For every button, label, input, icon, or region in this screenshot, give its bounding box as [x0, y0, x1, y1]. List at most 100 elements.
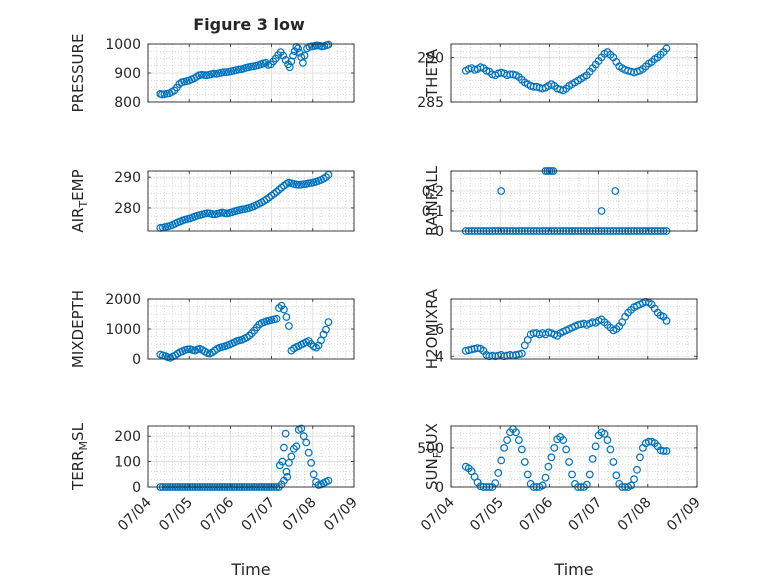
data-point: [299, 432, 308, 441]
y-axis-label: PRESSURE: [69, 34, 87, 113]
data-point: [562, 445, 571, 454]
data-point: [287, 346, 296, 355]
data-point: [603, 436, 612, 444]
data-point: [324, 40, 333, 49]
data-point: [275, 461, 284, 470]
data-point: [588, 454, 597, 463]
data-point: [576, 320, 585, 329]
data-point: [277, 301, 286, 310]
data-point: [514, 350, 523, 359]
y-tick-label: 0.2: [422, 184, 444, 200]
data-point: [279, 51, 288, 60]
data-point: [307, 340, 316, 348]
data-point: [324, 476, 333, 485]
data-point: [485, 352, 494, 361]
y-tick-label: 100: [114, 455, 141, 471]
data-point: [550, 443, 559, 452]
data-point: [659, 447, 668, 455]
data-point: [282, 313, 291, 321]
y-tick-label: 0: [132, 352, 141, 368]
axes-box: [147, 425, 355, 488]
data-point: [633, 465, 641, 474]
data-point: [500, 443, 509, 452]
y-tick-label: 0.1: [422, 204, 444, 220]
y-tick-label: 900: [114, 66, 141, 82]
data-point: [277, 480, 286, 489]
data-point: [630, 475, 638, 484]
data-point: [541, 473, 550, 482]
data-point: [662, 316, 671, 325]
y-tick-label: 4: [435, 349, 444, 365]
y-tick-label: 280: [114, 201, 141, 217]
data-point: [245, 331, 254, 340]
x-axis-label: Time: [230, 560, 270, 579]
data-point: [582, 480, 591, 489]
y-tick-label: 800: [114, 95, 141, 111]
data-point: [636, 453, 644, 462]
axes-box: [450, 170, 698, 232]
data-point: [506, 351, 514, 359]
data-point: [322, 173, 330, 182]
data-point: [612, 471, 621, 480]
data-point: [294, 44, 302, 53]
y-tick-label: 1000: [105, 322, 141, 338]
data-point: [304, 448, 313, 457]
data-point: [512, 428, 520, 437]
data-point: [312, 343, 320, 352]
y-axis-label: SUNFLUX: [423, 423, 444, 490]
y-tick-label: 290: [114, 170, 141, 186]
data-point: [261, 58, 270, 67]
data-point: [606, 445, 615, 454]
y-tick-label: 290: [417, 50, 444, 66]
data-point: [324, 318, 333, 327]
data-point: [611, 187, 620, 195]
data-point: [565, 458, 573, 466]
data-point: [662, 44, 671, 53]
data-point: [559, 436, 568, 444]
axes-box: [450, 43, 698, 103]
panel-pressure: 800 900 1000 PRESSURE: [69, 34, 355, 113]
y-tick-label: 500: [417, 441, 444, 457]
data-point: [283, 472, 292, 481]
data-point: [517, 445, 526, 454]
y-tick-label: 0: [435, 224, 444, 240]
data-point: [280, 443, 288, 452]
y-axis-label: AIRTEMP: [69, 169, 90, 232]
y-axis-label: MIXDEPTH: [69, 290, 87, 368]
data-point: [282, 467, 291, 476]
data-point: [300, 51, 309, 60]
data-point: [600, 429, 609, 438]
data-point: [585, 470, 594, 479]
data-point: [591, 442, 600, 451]
data-point: [514, 436, 523, 444]
data-point: [520, 458, 529, 466]
data-point: [307, 458, 316, 467]
data-point: [506, 70, 514, 79]
data-point: [609, 458, 618, 466]
data-point: [272, 314, 281, 323]
data-point: [289, 51, 297, 60]
data-point: [281, 429, 290, 438]
data-point: [278, 457, 287, 466]
data-point: [497, 456, 506, 465]
data-point: [287, 452, 296, 461]
y-axis-label: THETA: [423, 48, 441, 98]
data-point: [297, 424, 306, 433]
axes-box: [147, 170, 355, 232]
data-point: [627, 481, 635, 490]
data-point: [470, 344, 479, 353]
data-point: [568, 470, 576, 479]
data-point: [662, 447, 671, 455]
y-tick-label: 6: [435, 322, 444, 338]
data-point: [517, 349, 526, 358]
data-point: [272, 188, 281, 196]
data-point: [491, 479, 500, 487]
data-point: [309, 470, 318, 479]
y-axis-label: H2OMIXRA: [423, 288, 441, 369]
data-point: [280, 305, 288, 314]
data-point: [299, 58, 307, 67]
data-point: [497, 187, 506, 195]
data-point: [285, 322, 293, 330]
